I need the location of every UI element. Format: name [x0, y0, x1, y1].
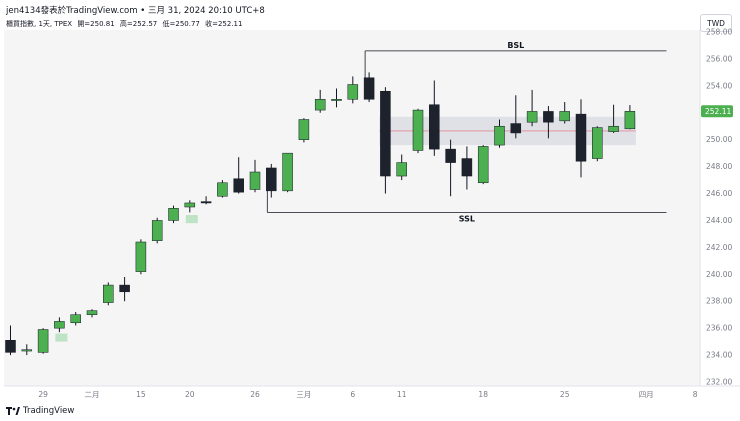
tradingview-brand: TradingView — [23, 406, 75, 416]
candle-body — [119, 284, 130, 293]
x-tick-label: 15 — [136, 390, 146, 399]
y-tick-label: 240.00 — [706, 270, 732, 279]
y-tick-label: 254.00 — [706, 81, 732, 90]
candle-body — [380, 90, 391, 177]
x-tick-label: 18 — [478, 390, 488, 399]
candle-body — [543, 111, 554, 123]
currency-button[interactable]: TWD — [700, 14, 732, 32]
candle-body — [592, 127, 603, 159]
x-tick-label: 25 — [560, 390, 570, 399]
candle-body — [347, 84, 359, 100]
candle-body — [151, 220, 163, 241]
candle-body — [624, 111, 636, 130]
x-tick-label: 29 — [38, 390, 48, 399]
tradingview-footer: TradingView — [6, 406, 74, 416]
candle-body — [200, 201, 212, 204]
publisher-line: jen4134發表於TradingView.com • 三月 31, 2024 … — [6, 6, 265, 16]
candle-body — [575, 113, 587, 162]
candle-body — [135, 241, 147, 272]
candle-body — [233, 178, 244, 193]
candle-body — [559, 111, 570, 122]
y-tick-label: 236.00 — [706, 324, 732, 333]
symbol-info-line: 櫃買指數, 1天, TPEX 開=250.81 高=252.57 低=250.7… — [6, 19, 245, 29]
candle-body — [461, 158, 473, 177]
candle-body — [396, 162, 407, 177]
candle-body — [217, 182, 228, 197]
candle-body — [445, 148, 456, 163]
high-value: 高=252.57 — [119, 20, 158, 28]
last-price-label: 252.11 — [705, 107, 731, 116]
candle-body — [168, 208, 179, 221]
level-label-ssl: SSL — [459, 214, 475, 223]
candle-body — [70, 314, 81, 324]
x-tick-label: 二月 — [85, 390, 100, 399]
y-tick-label: 250.00 — [706, 135, 732, 144]
candle-body — [249, 171, 261, 190]
fvg-box — [185, 215, 198, 224]
x-tick-label: 8 — [693, 390, 698, 399]
y-tick-label: 248.00 — [706, 162, 732, 171]
candle-body — [37, 329, 49, 353]
x-tick-label: 三月 — [296, 390, 311, 399]
last-price-badge — [701, 105, 733, 118]
symbol-name[interactable]: 櫃買指數, 1天, TPEX — [6, 20, 73, 28]
plot-area — [4, 30, 700, 386]
fvg-box — [55, 333, 68, 342]
candle-body — [54, 321, 65, 329]
y-tick-label: 258.00 — [706, 28, 732, 37]
candle-body — [331, 99, 342, 101]
candle-body — [608, 125, 619, 132]
candle-body — [494, 125, 505, 146]
candle-body — [86, 310, 98, 315]
y-tick-label: 232.00 — [706, 378, 732, 387]
candle-body — [429, 104, 440, 150]
open-value: 開=250.81 — [77, 20, 115, 28]
y-tick-label: 256.00 — [706, 54, 732, 63]
y-tick-label: 242.00 — [706, 243, 732, 252]
candle-body — [184, 202, 196, 208]
candle-body — [477, 146, 489, 184]
x-tick-label: 20 — [185, 390, 195, 399]
x-tick-label: 26 — [250, 390, 260, 399]
x-tick-label: 11 — [397, 390, 407, 399]
low-value: 低=250.77 — [162, 20, 200, 28]
candle-body — [526, 111, 538, 123]
candle-body — [266, 167, 277, 192]
candle-body — [103, 284, 114, 303]
tradingview-logo-icon — [6, 407, 20, 415]
x-tick-label: 6 — [350, 390, 355, 399]
candle-body — [5, 340, 16, 353]
candle-body — [363, 77, 375, 100]
candle-body — [21, 349, 33, 352]
candle-body — [412, 109, 424, 151]
y-tick-label: 234.00 — [706, 351, 732, 360]
candle-body — [314, 99, 326, 111]
x-tick-label: 四月 — [639, 390, 654, 399]
close-value: 收=252.11 — [205, 20, 243, 28]
y-tick-label: 238.00 — [706, 297, 732, 306]
candle-body — [298, 119, 310, 140]
candle-body — [510, 123, 522, 134]
candle-body — [282, 152, 293, 192]
y-tick-label: 244.00 — [706, 216, 732, 225]
level-label-bsl: BSL — [507, 41, 524, 50]
y-tick-label: 246.00 — [706, 189, 732, 198]
